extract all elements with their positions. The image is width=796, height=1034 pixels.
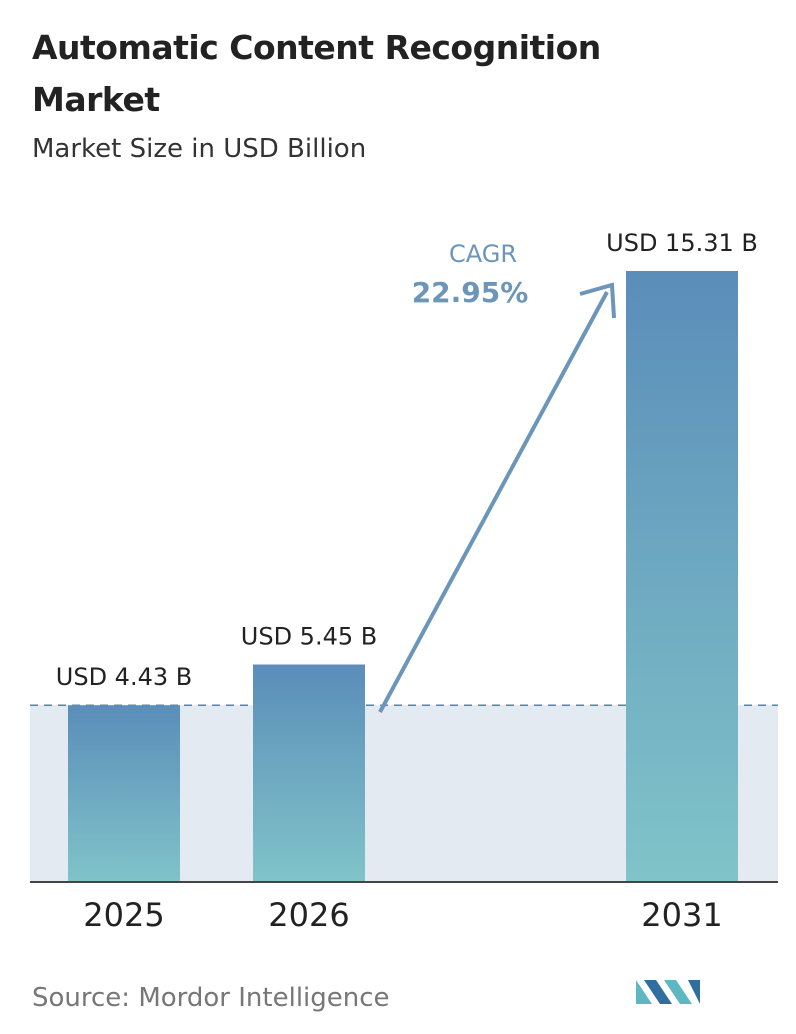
logo — [636, 980, 700, 1004]
bar — [253, 664, 365, 882]
cagr-arrowhead — [579, 282, 616, 319]
chart-title: Automatic Content Recognition Market — [32, 28, 601, 119]
x-tick-label: 2025 — [83, 896, 164, 934]
chart-subtitle: Market Size in USD Billion — [32, 134, 367, 164]
cagr-value: 22.95% — [412, 276, 529, 309]
value-label: USD 4.43 B — [56, 663, 192, 691]
value-label: USD 15.31 B — [606, 229, 758, 257]
cagr-label: CAGR — [449, 240, 517, 268]
x-tick-label: 2026 — [268, 896, 349, 934]
bar — [68, 705, 180, 882]
value-label: USD 5.45 B — [241, 622, 377, 650]
x-tick-label: 2031 — [641, 896, 722, 934]
bar — [626, 271, 738, 882]
cagr-arrow — [378, 291, 609, 713]
source: Source: Mordor Intelligence — [32, 983, 390, 1013]
